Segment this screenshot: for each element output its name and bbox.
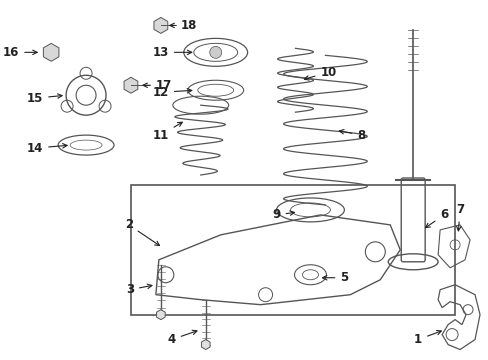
Text: 10: 10: [304, 66, 336, 80]
Bar: [131, 185, 454, 315]
Text: 11: 11: [152, 122, 182, 141]
Polygon shape: [43, 43, 59, 61]
Text: 16: 16: [3, 46, 37, 59]
Polygon shape: [156, 310, 165, 320]
Text: 18: 18: [169, 19, 197, 32]
Circle shape: [209, 46, 221, 58]
Text: 2: 2: [124, 219, 159, 246]
Text: 12: 12: [152, 86, 191, 99]
Polygon shape: [154, 17, 167, 33]
Text: 17: 17: [142, 79, 172, 92]
Polygon shape: [201, 339, 210, 350]
Text: 14: 14: [27, 141, 67, 154]
Text: 6: 6: [425, 208, 447, 228]
Text: 5: 5: [322, 271, 348, 284]
Text: 3: 3: [125, 283, 152, 296]
Text: 8: 8: [339, 129, 365, 141]
Text: 13: 13: [152, 46, 191, 59]
Text: 9: 9: [272, 208, 294, 221]
Text: 4: 4: [167, 330, 197, 346]
Text: 7: 7: [455, 203, 463, 231]
Text: 1: 1: [413, 330, 441, 346]
Text: 15: 15: [27, 92, 62, 105]
Polygon shape: [124, 77, 138, 93]
